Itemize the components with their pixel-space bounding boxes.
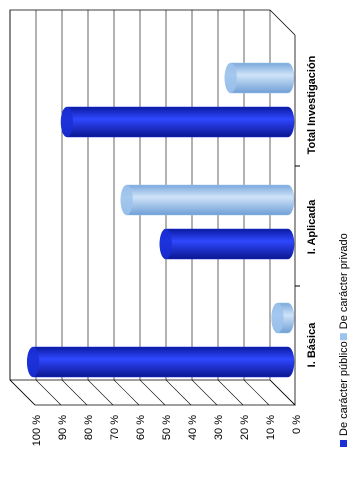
bar: [120, 184, 295, 216]
y-tick-label: 10 %: [265, 415, 277, 440]
bar: [159, 228, 295, 260]
y-tick-label: 20 %: [239, 415, 251, 440]
legend-label: De carácter público: [338, 341, 350, 436]
grid-line: [9, 10, 36, 406]
grid-line: [87, 10, 114, 406]
bar: [60, 106, 295, 138]
y-tick-label: 80 %: [83, 415, 95, 440]
bar-cap: [27, 347, 40, 377]
y-tick-label: 0 %: [291, 415, 303, 434]
bar-cap: [224, 63, 237, 93]
axis-corner: [269, 9, 296, 36]
y-tick-label: 90 %: [57, 415, 69, 440]
legend-swatch: [340, 333, 347, 341]
grid-line: [35, 10, 62, 406]
y-tick-label: 40 %: [187, 415, 199, 440]
bar-cap: [120, 185, 133, 215]
y-tick-label: 70 %: [109, 415, 121, 440]
bar-cap: [159, 229, 172, 259]
bar: [26, 346, 295, 378]
y-tick-label: 30 %: [213, 415, 225, 440]
x-tick-label: I. Básica: [306, 322, 318, 368]
x-tick-label: Total Investigación: [306, 55, 318, 154]
bar-cap: [61, 107, 73, 137]
bar-cap: [271, 303, 284, 333]
grid-line: [61, 10, 88, 406]
legend-label: De carácter privado: [338, 233, 350, 329]
legend-swatch: [340, 440, 347, 447]
y-tick-label: 100 %: [31, 415, 43, 446]
x-tick-label: I. Aplicada: [306, 199, 318, 254]
y-tick-label: 50 %: [161, 415, 173, 440]
y-tick-label: 60 %: [135, 415, 147, 440]
